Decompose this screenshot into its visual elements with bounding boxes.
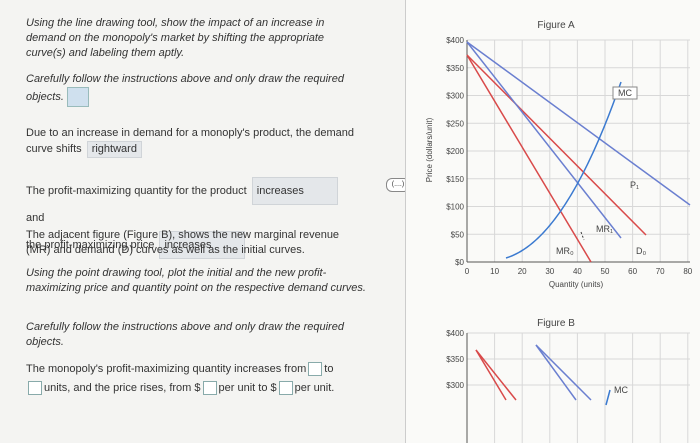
y-tick-label: $400 bbox=[446, 329, 464, 338]
figure-title: Figure B bbox=[537, 318, 575, 329]
y-tick-label: $400 bbox=[446, 36, 464, 45]
instruction-note: Carefully follow the instructions above … bbox=[26, 321, 344, 348]
dropdown[interactable]: increases bbox=[159, 231, 246, 259]
x-tick-label: 10 bbox=[490, 267, 499, 276]
question-panel: Using the line drawing tool, show the im… bbox=[26, 17, 366, 398]
statement: to bbox=[324, 363, 334, 375]
x-tick-label: 0 bbox=[465, 267, 470, 276]
statement: per unit. bbox=[294, 382, 335, 394]
demand-shift: Due to an increase in demand for a monop… bbox=[26, 126, 366, 158]
x-tick-label: 40 bbox=[573, 267, 582, 276]
tool-icon[interactable] bbox=[66, 87, 89, 107]
statement: units, and the price rises, from $ bbox=[44, 382, 201, 394]
input[interactable] bbox=[278, 381, 293, 396]
fill-in: The monopoly's profit-maximizing quantit… bbox=[26, 360, 366, 398]
y-tick-label: $100 bbox=[446, 203, 464, 212]
y-tick-label: $300 bbox=[446, 381, 464, 390]
y-tick-label: $250 bbox=[446, 119, 464, 128]
curve-label: D₀ bbox=[636, 246, 646, 256]
d1-curve bbox=[466, 41, 691, 206]
figure-intro: The adjacent figure (Figure B), shows th… bbox=[26, 229, 340, 256]
d1-curve bbox=[535, 344, 592, 401]
profit-max: The profit-maximizing quantity for the p… bbox=[26, 177, 366, 259]
y-tick-label: $350 bbox=[446, 355, 464, 364]
y-tick-label: $0 bbox=[455, 258, 464, 267]
statement: the profit-maximizing price bbox=[26, 239, 155, 251]
x-tick-label: 70 bbox=[656, 267, 665, 276]
figure-title: Figure A bbox=[537, 20, 575, 31]
curve-label: MC bbox=[614, 385, 628, 395]
x-tick-label: 30 bbox=[545, 267, 554, 276]
y-tick-label: $50 bbox=[451, 230, 465, 239]
mc-curve bbox=[505, 81, 622, 259]
input[interactable] bbox=[202, 381, 217, 396]
d0-curve bbox=[466, 54, 647, 236]
statement: per unit to $ bbox=[218, 382, 277, 394]
curve-label: P₁ bbox=[630, 180, 639, 190]
y-tick-label: $350 bbox=[446, 64, 464, 73]
x-axis-label: Quantity (units) bbox=[549, 280, 604, 289]
mr1-curve bbox=[535, 344, 577, 401]
x-tick-label: 20 bbox=[518, 267, 527, 276]
dropdown[interactable]: increases bbox=[251, 177, 338, 205]
mr0-curve bbox=[475, 349, 507, 401]
input[interactable] bbox=[28, 381, 42, 396]
dropdown[interactable]: rightward bbox=[86, 141, 142, 158]
x-tick-label: 80 bbox=[683, 267, 692, 276]
guide bbox=[580, 231, 585, 241]
x-tick-label: 50 bbox=[601, 267, 610, 276]
figure-a: Figure A Price (dollars/unit) Quantity (… bbox=[425, 20, 693, 289]
x-tick-label: 60 bbox=[628, 267, 637, 276]
instruction-note: Carefully follow the instructions above … bbox=[26, 72, 356, 107]
statement: The monopoly's profit-maximizing quantit… bbox=[26, 363, 307, 375]
statement: and bbox=[26, 212, 45, 224]
mc-curve bbox=[605, 389, 611, 406]
mr1-curve bbox=[466, 41, 622, 239]
y-axis-label: Price (dollars/unit) bbox=[425, 117, 434, 182]
note-text: Carefully follow the instructions above … bbox=[26, 73, 344, 103]
curve-label: MC bbox=[618, 88, 632, 98]
y-tick-label: $200 bbox=[446, 147, 464, 156]
input[interactable] bbox=[308, 362, 323, 377]
divider bbox=[405, 0, 406, 443]
figures: Figure A Price (dollars/unit) Quantity (… bbox=[406, 0, 700, 443]
statement: Due to an increase in demand for a monop… bbox=[26, 127, 355, 155]
curve-label: MR₀ bbox=[556, 246, 574, 256]
point-instructions: Using the point drawing tool, plot the i… bbox=[26, 267, 366, 294]
panel-toggle[interactable]: (....) bbox=[386, 178, 410, 192]
statement: The profit-maximizing quantity for the p… bbox=[26, 185, 247, 197]
figure-b: Figure B $400 $350 $300 MC bbox=[446, 318, 690, 443]
mr0-curve bbox=[466, 54, 592, 263]
label-box bbox=[612, 86, 638, 100]
d0-curve bbox=[475, 349, 517, 401]
instructions: Using the line drawing tool, show the im… bbox=[26, 17, 325, 59]
curve-label: MR₁ bbox=[596, 224, 613, 234]
y-tick-label: $150 bbox=[446, 175, 464, 184]
y-tick-label: $300 bbox=[446, 92, 464, 101]
